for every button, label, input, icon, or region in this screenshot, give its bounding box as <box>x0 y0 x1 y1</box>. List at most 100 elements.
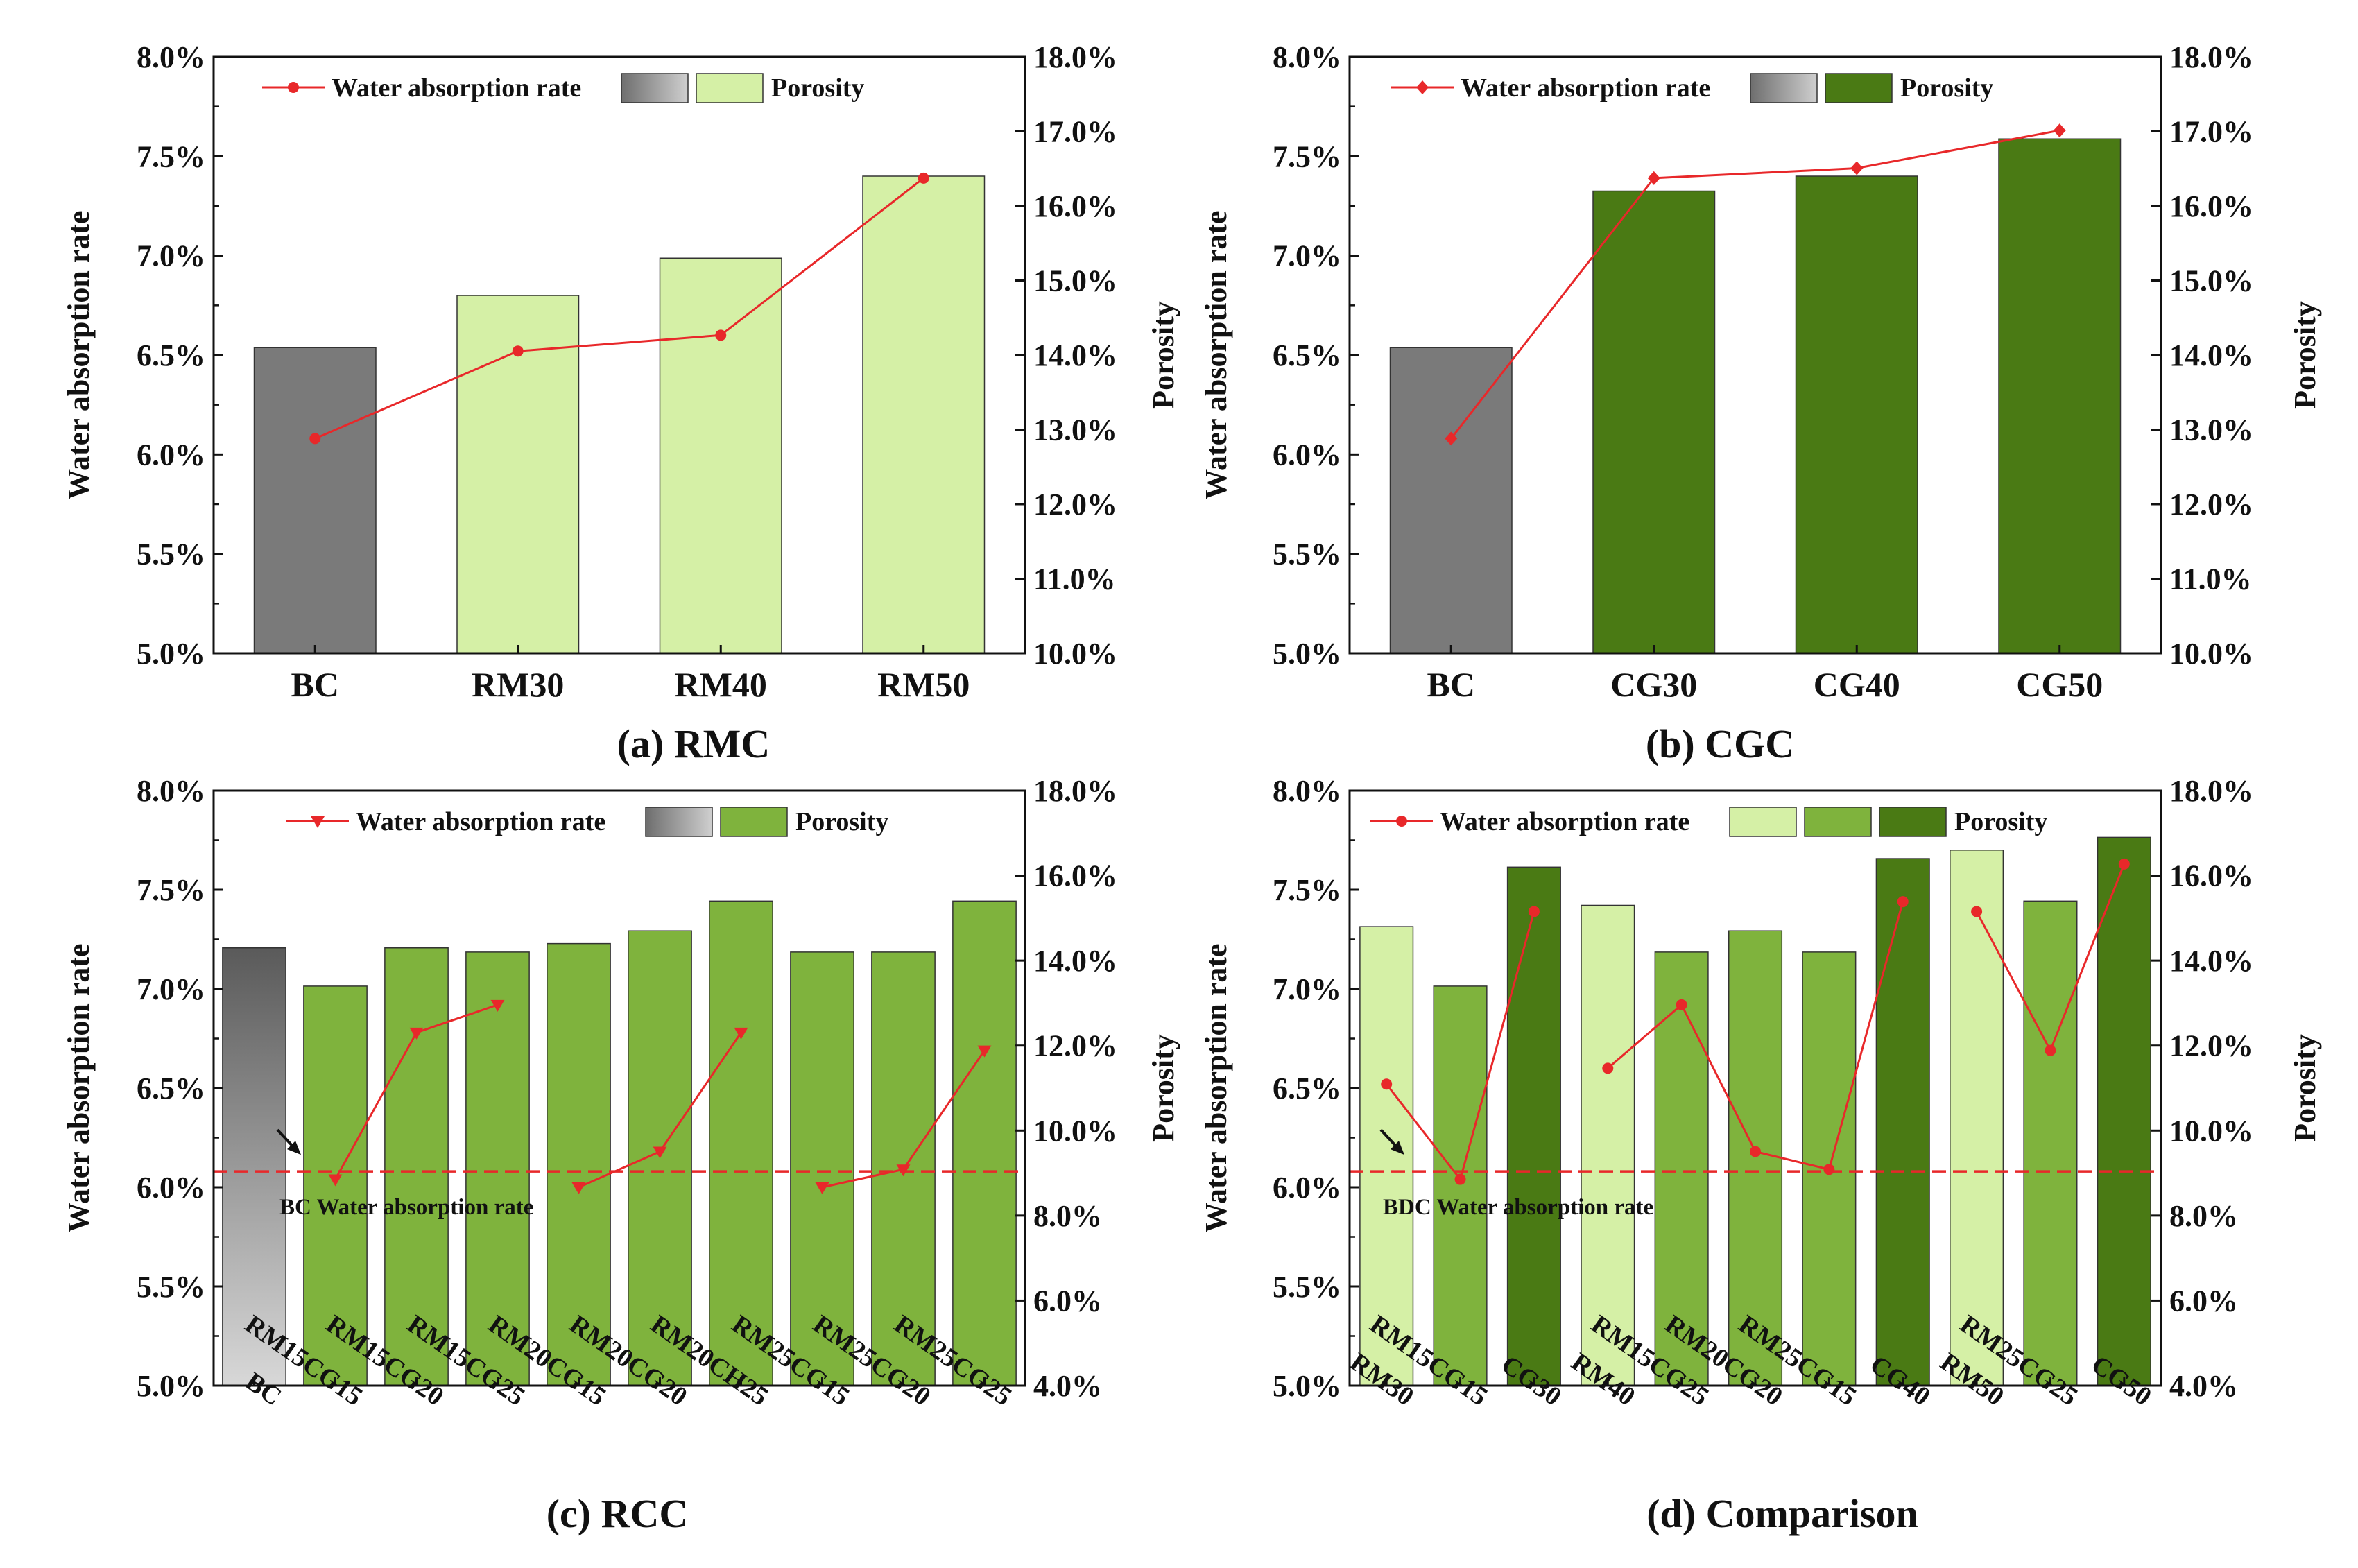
water-absorption-point-rm15cg20 <box>409 1027 424 1040</box>
right-tick-label: 14.0% <box>2169 944 2253 978</box>
x-tick-label: CG40 <box>1814 665 1900 704</box>
porosity-bar-cg40 <box>1875 858 1930 1386</box>
left-tick-label: 8.0% <box>137 774 205 808</box>
porosity-bar-bc <box>222 947 286 1386</box>
reference-arrow-head <box>1391 1141 1404 1155</box>
porosity-bar-rm40 <box>659 257 782 654</box>
left-tick-label: 5.5% <box>1273 1270 1341 1304</box>
legend-bar-swatch-2 <box>1879 807 1947 837</box>
water-absorption-point-rm15cg25 <box>1676 999 1687 1010</box>
right-tick-label: 18.0% <box>2169 40 2253 74</box>
porosity-bar-rm15cg15 <box>1433 985 1488 1386</box>
left-tick-label: 7.0% <box>137 239 205 273</box>
left-tick-label: 6.5% <box>137 338 205 372</box>
porosity-bar-cg40 <box>1795 175 1918 654</box>
legend-bar-swatch-0 <box>1729 807 1797 837</box>
water-absorption-point-rm15cg15 <box>1454 1173 1466 1185</box>
right-tick-label: 8.0% <box>1033 1199 1102 1233</box>
right-tick-label: 10.0% <box>1033 637 1117 671</box>
legend-line-marker <box>1396 816 1407 827</box>
left-tick-label: 5.5% <box>1273 537 1341 571</box>
legend-line-marker <box>1416 80 1429 94</box>
porosity-bar-rm15cg25 <box>465 951 530 1386</box>
right-tick-label: 14.0% <box>1033 944 1117 978</box>
legend-line-label: Water absorption rate <box>1461 74 1710 103</box>
left-tick-label: 7.0% <box>1273 972 1341 1006</box>
left-tick-label: 8.0% <box>1273 774 1341 808</box>
right-tick-label: 15.0% <box>1033 264 1117 298</box>
left-tick-label: 7.5% <box>137 873 205 907</box>
x-tick-label: CG50 <box>2016 665 2103 704</box>
right-tick-label: 6.0% <box>1033 1284 1102 1318</box>
left-tick-label: 7.5% <box>1273 139 1341 173</box>
x-tick-label: RM40 <box>675 665 767 704</box>
reference-arrow-head <box>287 1141 301 1155</box>
right-tick-label: 4.0% <box>1033 1369 1102 1403</box>
panel-caption: (c) RCC <box>547 1491 689 1536</box>
right-tick-label: 16.0% <box>1033 189 1117 223</box>
water-absorption-point-rm20cg15 <box>571 1182 586 1194</box>
porosity-bar-rm20ch25 <box>709 900 773 1386</box>
reference-line-label: BC Water absorption rate <box>279 1195 533 1220</box>
right-tick-label: 14.0% <box>2169 338 2253 372</box>
right-tick-label: 11.0% <box>1033 562 1116 596</box>
x-tick-label: CG30 <box>1610 665 1697 704</box>
panel-caption: (a) RMC <box>617 721 771 766</box>
legend-bar-swatch-0 <box>621 73 689 103</box>
right-tick-label: 11.0% <box>2169 562 2252 596</box>
right-tick-label: 16.0% <box>2169 859 2253 893</box>
water-absorption-line-segment-0 <box>314 177 924 440</box>
water-absorption-point-rm15cg25 <box>490 999 505 1012</box>
right-tick-label: 12.0% <box>2169 1029 2253 1063</box>
water-absorption-point-rm15cg15 <box>328 1174 343 1187</box>
water-absorption-point-rm50 <box>918 172 929 184</box>
right-tick-label: 6.0% <box>2169 1284 2238 1318</box>
x-tick-label: BC <box>1427 665 1475 704</box>
left-tick-label: 6.5% <box>1273 338 1341 372</box>
legend-bar-swatch-1 <box>720 807 788 837</box>
water-absorption-line-segment-0 <box>1450 129 2060 440</box>
water-absorption-point-cg40 <box>1897 896 1909 908</box>
panel-d-comparison: BDC Water absorption rate 5.0% 5.5% 6.0% 6.5… <box>1199 774 2322 1536</box>
right-tick-label: 10.0% <box>2169 1114 2253 1148</box>
y-axis-title: Water absorption rate <box>1199 943 1233 1232</box>
water-absorption-point-cg50 <box>2053 123 2066 138</box>
porosity-bar-bc <box>253 347 377 654</box>
porosity-bar-cg30 <box>1592 190 1716 654</box>
y2-axis-title: Porosity <box>1146 301 1180 409</box>
water-absorption-point-rm30 <box>1381 1078 1393 1090</box>
legend-line-marker <box>311 816 325 828</box>
water-absorption-point-rm40 <box>1602 1062 1614 1074</box>
legend-line-label: Water absorption rate <box>356 807 605 836</box>
porosity-bar-rm25cg25 <box>952 900 1017 1386</box>
left-tick-label: 6.0% <box>1273 438 1341 472</box>
right-tick-label: 13.0% <box>2169 413 2253 447</box>
porosity-bar-cg50 <box>1998 138 2122 654</box>
legend-bar-swatch-1 <box>1804 807 1872 837</box>
right-tick-label: 10.0% <box>1033 1114 1117 1148</box>
right-tick-label: 13.0% <box>1033 413 1117 447</box>
left-tick-label: 5.0% <box>1273 637 1341 671</box>
porosity-bar-rm50 <box>1950 850 2004 1386</box>
left-tick-label: 7.5% <box>1273 873 1341 907</box>
panel-caption: (b) CGC <box>1646 721 1794 766</box>
porosity-bar-rm15cg20 <box>384 947 449 1386</box>
left-tick-label: 7.0% <box>1273 239 1341 273</box>
left-tick-label: 8.0% <box>1273 40 1341 74</box>
left-tick-label: 6.5% <box>1273 1071 1341 1105</box>
legend-bar-swatch-1 <box>1825 73 1893 103</box>
water-absorption-point-bc <box>1445 431 1458 446</box>
right-tick-label: 4.0% <box>2169 1369 2238 1403</box>
right-tick-label: 17.0% <box>2169 115 2253 149</box>
legend-bar-label: Porosity <box>795 807 888 836</box>
water-absorption-point-rm25cg15 <box>1823 1164 1835 1175</box>
water-absorption-point-rm50 <box>1971 906 1983 917</box>
x-tick-label: RM50 <box>877 665 970 704</box>
panel-c-rcc: BC Water absorption rate 5.0% 5.5% 6.0% 6.5%… <box>62 774 1180 1536</box>
legend-bar-swatch-0 <box>1750 73 1818 103</box>
left-tick-label: 5.5% <box>137 1270 205 1304</box>
panel-b-cgc: 5.0% 5.5% 6.0% 6.5% 7.0% 7.5% 8.0% 10.0% 11.0% 12… <box>1199 40 2322 766</box>
water-absorption-point-rm25cg25 <box>977 1045 992 1058</box>
water-absorption-point-cg50 <box>2118 858 2130 870</box>
water-absorption-point-rm40 <box>715 329 727 341</box>
